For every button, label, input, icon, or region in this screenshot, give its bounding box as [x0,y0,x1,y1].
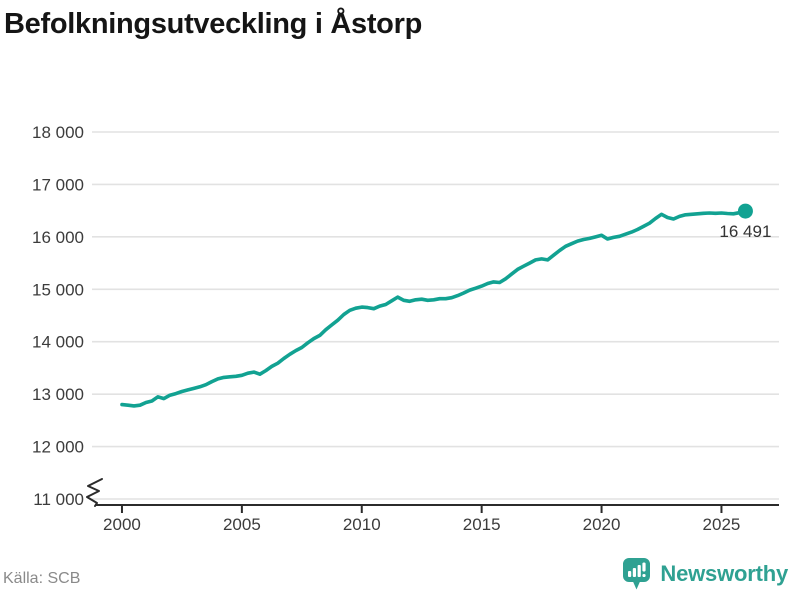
x-tick-label: 2005 [223,515,261,534]
series-end-dot [737,203,753,219]
y-tick-label: 13 000 [32,385,84,404]
bar-chart-speech-bubble-icon [623,558,651,590]
population-series-line [120,209,748,408]
y-tick-label: 17 000 [32,175,84,194]
x-tick-label: 2010 [343,515,381,534]
x-tick-label: 2025 [703,515,741,534]
y-tick-label: 11 000 [33,490,84,509]
y-tick-label: 18 000 [32,123,84,142]
x-tick-label: 2015 [463,515,501,534]
page-title: Befolkningsutveckling i Åstorp [4,8,422,40]
y-tick-label: 12 000 [32,438,84,457]
brand-name: Newsworthy [660,561,788,586]
y-tick-label: 14 000 [32,333,84,352]
x-tick-label: 2000 [103,515,141,534]
x-tick-label: 2020 [583,515,621,534]
source-attribution: Källa: SCB [3,570,81,587]
y-tick-label: 15 000 [32,280,84,299]
newsworthy-logo[interactable]: Newsworthy [621,556,788,592]
series-end-value-label: 16 491 [719,222,771,241]
axis-break-icon [86,478,103,507]
y-tick-label: 16 000 [32,228,84,247]
